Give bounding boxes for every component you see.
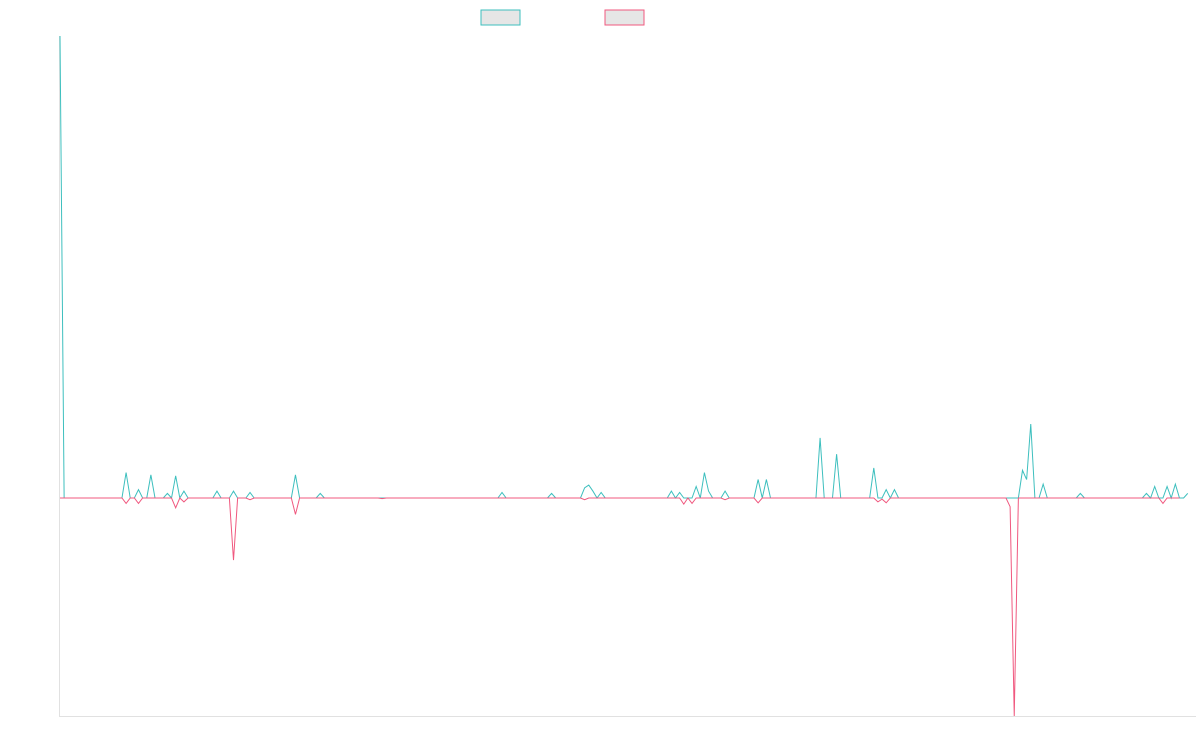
- series-layer: [59, 35, 1189, 717]
- legend-swatch-1[interactable]: [480, 9, 521, 26]
- series-line-2: [60, 497, 1180, 717]
- series-line-1: [59, 35, 1189, 500]
- legend[interactable]: [480, 9, 645, 26]
- legend-swatch-2[interactable]: [604, 9, 645, 26]
